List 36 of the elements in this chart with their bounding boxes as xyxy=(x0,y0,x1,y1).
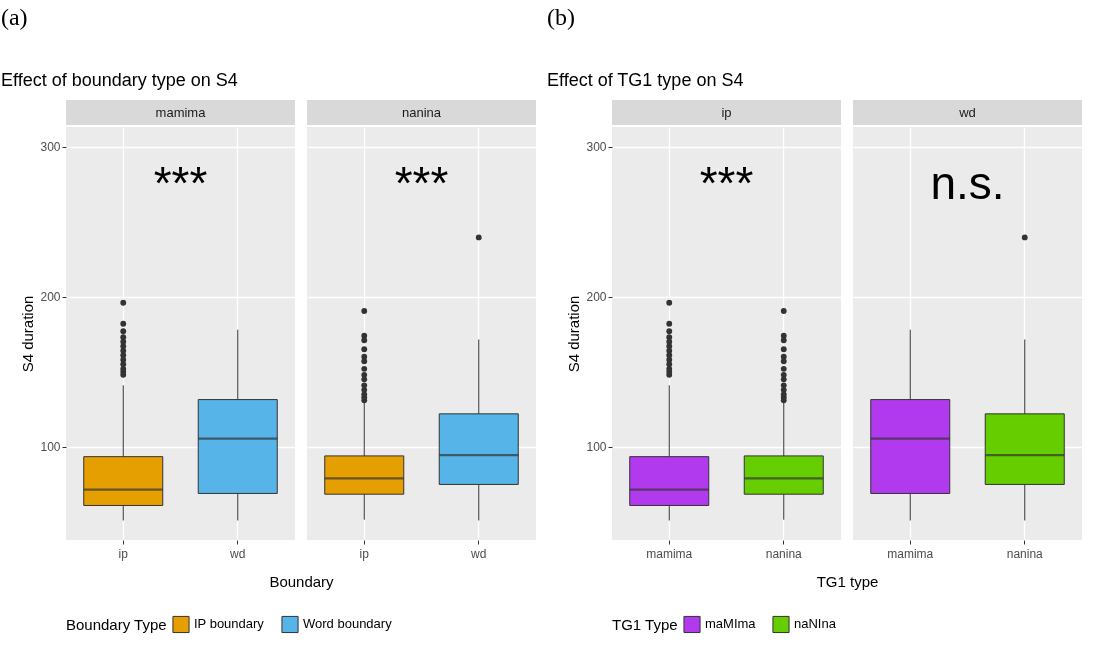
x-tick-label: nanina xyxy=(1006,546,1044,561)
text: mamima xyxy=(155,105,207,120)
legend-label: naNIna xyxy=(794,616,837,632)
annotation: *** xyxy=(394,157,449,209)
text: nanina xyxy=(401,105,442,120)
chart-subtitle: Effect of TG1 type on S4 xyxy=(546,70,744,90)
x-tick-label: ip xyxy=(118,546,129,561)
text: wd xyxy=(958,105,976,120)
y-axis-title: S4 duration xyxy=(19,295,37,373)
y-tick-label: 200 xyxy=(586,290,607,305)
annotation: *** xyxy=(153,157,208,209)
x-tick-label: wd xyxy=(470,546,487,561)
annotation: *** xyxy=(699,157,754,209)
y-tick-label: 100 xyxy=(586,440,607,455)
y-tick-label: 100 xyxy=(40,440,61,455)
y-tick-label: 300 xyxy=(586,140,607,155)
text: ip xyxy=(721,105,732,120)
y-tick-label: 200 xyxy=(40,290,61,305)
y-axis-title: S4 duration xyxy=(565,295,583,373)
legend-title: TG1 Type xyxy=(612,616,678,633)
legend-title: Boundary Type xyxy=(66,616,167,633)
chart-title: (b) xyxy=(546,4,575,30)
legend-label: IP boundary xyxy=(194,616,265,632)
chart-subtitle: Effect of boundary type on S4 xyxy=(0,70,238,90)
x-tick-label: mamima xyxy=(887,546,934,561)
annotation: n.s. xyxy=(930,157,1005,209)
x-axis-title: TG1 type xyxy=(816,572,879,590)
x-tick-label: ip xyxy=(359,546,370,561)
y-tick-label: 300 xyxy=(40,140,61,155)
legend-label: maMIma xyxy=(705,616,757,632)
x-tick-label: mamima xyxy=(646,546,693,561)
x-tick-label: nanina xyxy=(765,546,803,561)
x-tick-label: wd xyxy=(229,546,246,561)
chart-title: (a) xyxy=(0,4,28,30)
legend-label: Word boundary xyxy=(303,616,393,632)
x-axis-title: Boundary xyxy=(269,572,335,590)
